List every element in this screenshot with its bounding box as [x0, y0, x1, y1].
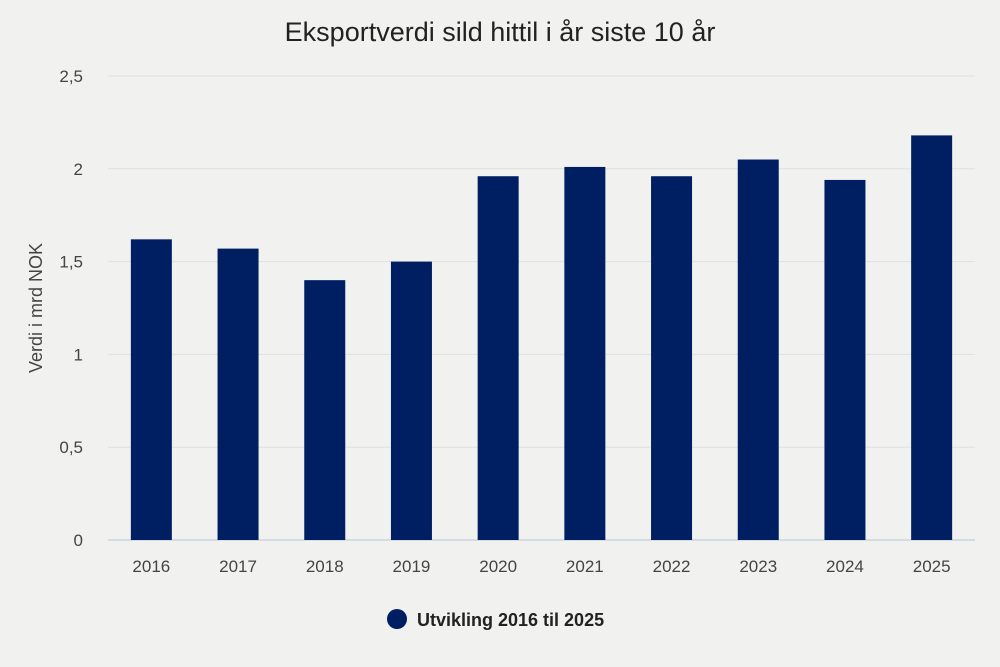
bar-2019[interactable] — [390, 261, 432, 540]
y-axis-title: Verdi i mrd NOK — [26, 243, 46, 373]
legend[interactable]: Utvikling 2016 til 2025 — [387, 609, 604, 630]
y-axis-ticks: 0 0,5 1 1,5 2 2,5 — [59, 67, 83, 550]
y-tick-label: 2,5 — [59, 67, 83, 86]
x-tick-label: 2020 — [479, 557, 517, 576]
bar-2023[interactable] — [737, 159, 779, 540]
x-tick-label: 2021 — [566, 557, 604, 576]
y-tick-label: 0 — [74, 531, 83, 550]
bar-2021[interactable] — [564, 166, 606, 540]
bar-series — [130, 135, 953, 540]
x-tick-label: 2018 — [306, 557, 344, 576]
bar-2016[interactable] — [130, 239, 172, 540]
legend-label[interactable]: Utvikling 2016 til 2025 — [417, 610, 604, 630]
y-tick-label: 1,5 — [59, 253, 83, 272]
x-tick-label: 2019 — [393, 557, 431, 576]
bar-2024[interactable] — [824, 179, 866, 540]
bar-2022[interactable] — [651, 176, 693, 540]
legend-marker-icon[interactable] — [387, 609, 407, 629]
x-tick-label: 2016 — [132, 557, 170, 576]
x-tick-label: 2022 — [653, 557, 691, 576]
y-tick-label: 0,5 — [59, 438, 83, 457]
bar-2017[interactable] — [217, 248, 259, 540]
x-tick-label: 2023 — [739, 557, 777, 576]
bar-2025[interactable] — [911, 135, 953, 540]
bar-2020[interactable] — [477, 176, 519, 540]
x-tick-label: 2024 — [826, 557, 864, 576]
x-axis-ticks: 2016 2017 2018 2019 2020 2021 2022 2023 2024 2025 — [132, 557, 950, 576]
y-tick-label: 2 — [74, 160, 83, 179]
x-tick-label: 2025 — [913, 557, 951, 576]
chart-title: Eksportverdi sild hittil i år siste 10 å… — [285, 17, 716, 47]
bar-2018[interactable] — [304, 280, 346, 540]
x-tick-label: 2017 — [219, 557, 257, 576]
y-tick-label: 1 — [74, 345, 83, 364]
